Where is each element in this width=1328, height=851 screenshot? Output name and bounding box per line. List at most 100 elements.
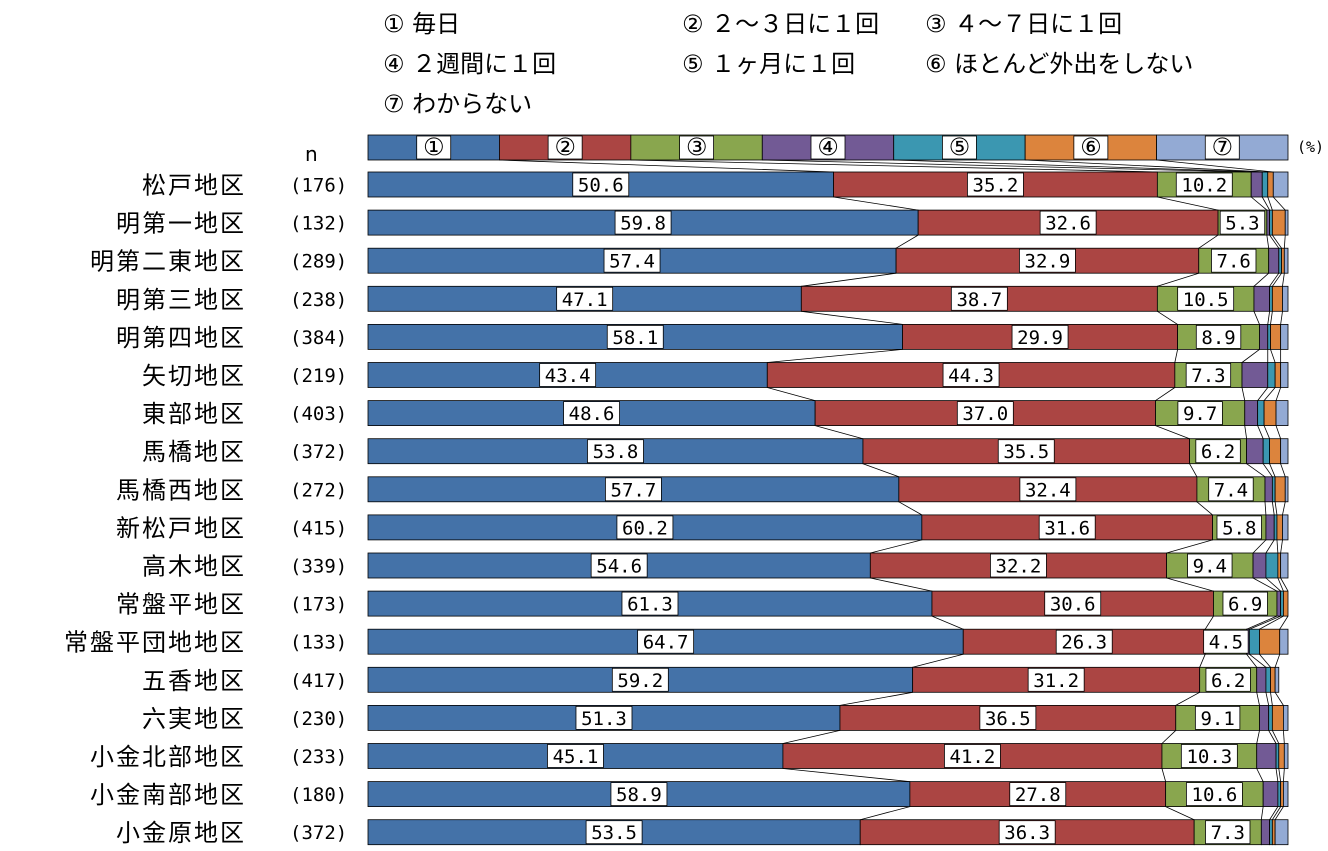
bar-segment [1280, 781, 1284, 807]
key-marker-box [1073, 135, 1109, 160]
value-label-box [637, 629, 695, 654]
value-label-box [575, 706, 633, 730]
bar-segment [1262, 781, 1279, 807]
bar-segment [1259, 628, 1281, 655]
value-label: 41.2 [950, 746, 996, 768]
connector-line [931, 615, 964, 630]
value-label: 47.1 [562, 289, 608, 311]
bar-segment [1277, 781, 1282, 807]
value-label: 60.2 [622, 517, 668, 539]
connector-line [1256, 692, 1260, 706]
connector-line [1025, 159, 1268, 173]
bar-segment [1270, 323, 1282, 350]
value-label: 32.2 [996, 556, 1042, 578]
connector-line [1274, 501, 1278, 515]
n-count: (417) [290, 670, 347, 692]
connector-line [1196, 501, 1213, 516]
value-label: 7.3 [1211, 822, 1245, 844]
connector-line [1269, 272, 1280, 287]
value-label-box [1219, 210, 1266, 235]
bar-segment [1263, 400, 1277, 427]
value-label: 44.3 [948, 365, 994, 387]
value-label-box [1194, 706, 1241, 730]
n-count: (230) [290, 708, 347, 730]
legend-item-3: ③ ４～７日に１回 [925, 10, 1122, 38]
bar-segment [1257, 400, 1265, 427]
connector-line [1157, 196, 1219, 211]
key-marker-label: ③ [686, 133, 708, 161]
bar-segment [1280, 590, 1284, 617]
bar-segment [1271, 705, 1284, 731]
connector-line [1272, 730, 1280, 744]
bar-segment [1274, 819, 1289, 846]
bar-segment [1259, 323, 1269, 350]
value-label-box [1180, 744, 1238, 768]
value-label: 26.3 [1061, 632, 1107, 654]
bar-segment [1253, 285, 1270, 312]
connector-line [1269, 463, 1276, 477]
key-marker-label: ⑦ [1212, 133, 1234, 161]
connector-line [895, 234, 919, 249]
connector-line [1156, 159, 1274, 173]
value-label-box [956, 401, 1014, 426]
bar-segment [1269, 819, 1273, 846]
value-label-box [950, 286, 1008, 311]
n-column-header: n [305, 142, 318, 166]
bar-segment [1283, 705, 1289, 731]
value-label-box [621, 591, 679, 616]
bar-segment [1262, 438, 1271, 465]
value-label-box [590, 553, 648, 578]
n-count: (289) [290, 251, 347, 273]
key-marker-label: ⑤ [949, 133, 971, 161]
connector-line [1280, 463, 1286, 477]
connector-line [1262, 463, 1273, 478]
bar-segment [1269, 285, 1273, 312]
value-label: 37.0 [962, 403, 1008, 425]
category-label: 五香地区 [142, 667, 246, 695]
connector-line [1272, 272, 1282, 287]
bar-segment [1267, 362, 1276, 388]
connector-line [1157, 310, 1178, 325]
n-count: (403) [290, 403, 347, 425]
value-label: 59.8 [620, 213, 666, 235]
bar-segment [1275, 743, 1280, 769]
connector-line [1271, 501, 1275, 515]
connector-line [1272, 196, 1286, 211]
bar-segment [1280, 362, 1289, 388]
connector-line [1261, 196, 1270, 211]
connector-line [767, 349, 903, 363]
connector-line [1256, 730, 1260, 744]
value-label: 8.9 [1201, 327, 1235, 349]
bar-segment [1270, 666, 1276, 693]
connector-line [1260, 806, 1264, 820]
connector-line [1256, 768, 1264, 782]
connector-line [782, 768, 910, 782]
value-label: 36.5 [985, 708, 1031, 730]
bar-segment [1280, 323, 1289, 350]
value-label-box [1185, 363, 1232, 387]
value-label: 5.8 [1222, 517, 1256, 539]
value-label-box [1186, 782, 1243, 806]
bar-segment [1273, 514, 1278, 541]
connector-line [893, 159, 1263, 173]
connector-line [1280, 311, 1283, 325]
connector-line [1263, 387, 1276, 401]
value-label-box [1175, 172, 1233, 197]
connector-line [860, 806, 910, 821]
connector-line [1257, 425, 1264, 439]
value-label: 61.3 [627, 594, 673, 616]
value-label: 5.3 [1225, 213, 1259, 235]
connector-line [1259, 653, 1271, 668]
connector-line [1266, 235, 1270, 249]
value-label: 31.6 [1044, 517, 1090, 539]
category-label: 明第二東地区 [90, 248, 246, 276]
connector-line [1259, 615, 1284, 630]
connector-line [1246, 615, 1278, 630]
key-marker-label: ⑥ [1080, 133, 1102, 161]
key-marker-label: ① [423, 133, 445, 161]
category-label: 明第一地区 [116, 210, 246, 238]
n-count: (238) [290, 289, 347, 311]
key-marker-label: ② [554, 133, 576, 161]
legend-item-1: ① 毎日 [383, 10, 460, 38]
value-label: 4.5 [1209, 632, 1243, 654]
